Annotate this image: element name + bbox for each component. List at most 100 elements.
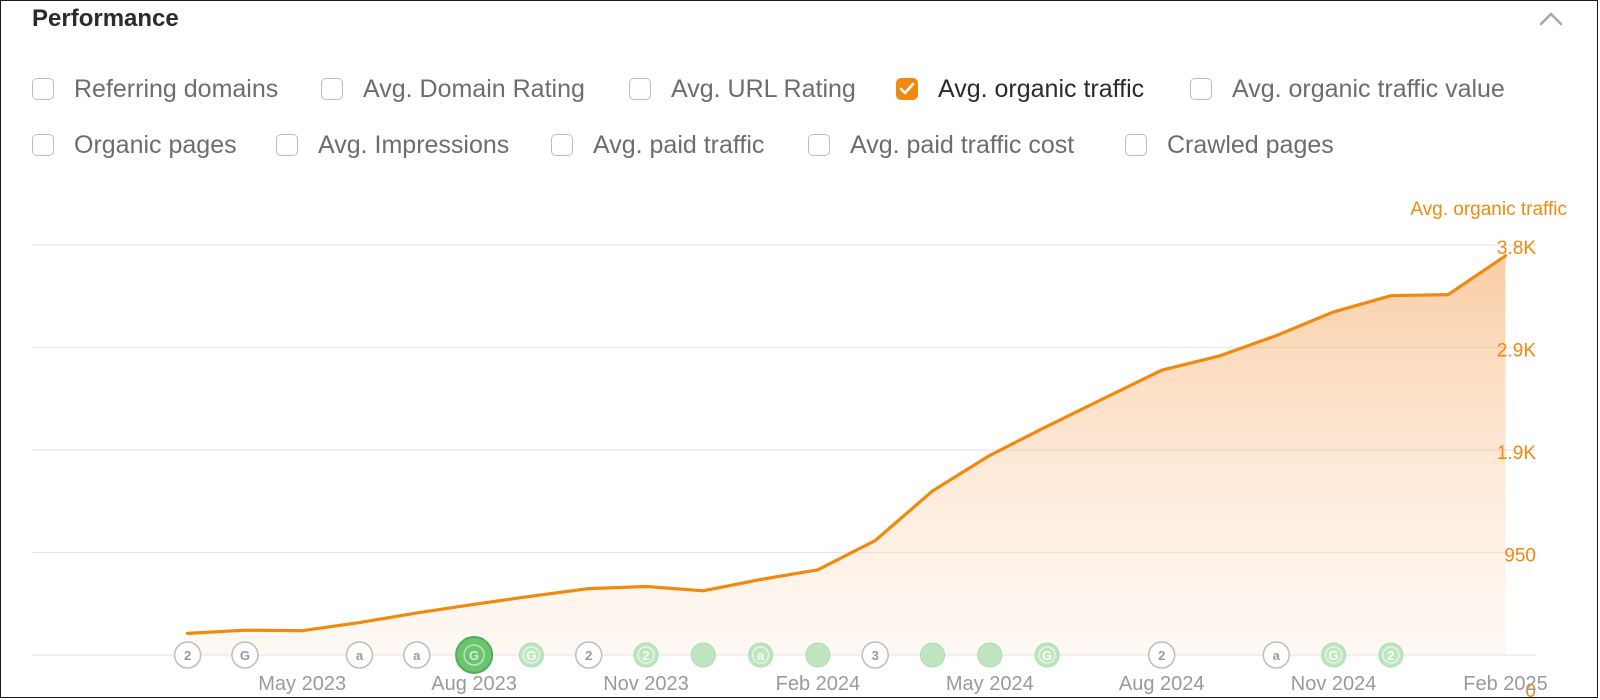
checkbox[interactable] <box>629 78 651 100</box>
annotation-marker: a <box>748 642 774 668</box>
marker-ring <box>463 644 485 666</box>
x-tick-label: Aug 2023 <box>431 673 517 695</box>
marker-label: G <box>469 648 479 663</box>
metric-organic-pages[interactable]: Organic pages <box>32 128 237 162</box>
annotation-marker: 2 <box>173 641 202 669</box>
marker-label: 2 <box>585 648 592 663</box>
annotation-marker: 2 <box>574 641 603 669</box>
metric-label: Avg. organic traffic value <box>1232 74 1505 103</box>
marker-label: 2 <box>1158 648 1165 663</box>
y-tick-label: 950 <box>1504 546 1536 567</box>
checkbox[interactable] <box>551 134 573 156</box>
checkbox-checked[interactable] <box>896 78 918 100</box>
x-tick-label: May 2023 <box>258 673 346 695</box>
y-tick-label: 2.9K <box>1497 341 1536 362</box>
annotation-marker: a <box>403 641 431 669</box>
annotation-marker: G <box>231 641 259 669</box>
metric-avg-paid-traffic-cost[interactable]: Avg. paid traffic cost <box>808 128 1074 162</box>
marker-circle <box>690 642 716 668</box>
metric-label: Avg. Domain Rating <box>363 74 585 103</box>
series-area <box>187 255 1506 656</box>
annotation-marker <box>977 642 1003 668</box>
checkbox[interactable] <box>32 78 54 100</box>
marker-label: G <box>1042 648 1052 663</box>
marker-label: 3 <box>872 648 879 663</box>
metric-label: Avg. paid traffic <box>593 130 765 159</box>
annotation-marker: 2 <box>1147 641 1176 669</box>
metric-label: Avg. URL Rating <box>671 74 856 103</box>
checkbox[interactable] <box>808 134 830 156</box>
marker-circle <box>920 642 945 668</box>
metric-avg-domain-rating[interactable]: Avg. Domain Rating <box>321 72 585 106</box>
annotation-marker <box>920 642 945 668</box>
x-tick-label: May 2024 <box>946 673 1034 695</box>
annotation-marker: a <box>1262 641 1291 669</box>
y-tick-label: 1.9K <box>1497 443 1536 464</box>
marker-circle <box>1147 641 1176 669</box>
metric-crawled-pages[interactable]: Crawled pages <box>1125 128 1334 162</box>
annotation-marker: G <box>1321 642 1347 668</box>
marker-circle <box>574 641 603 669</box>
marker-ring <box>637 646 655 664</box>
marker-label: a <box>1273 648 1281 663</box>
metric-avg-organic-traffic[interactable]: Avg. organic traffic <box>896 72 1144 106</box>
marker-ring <box>1038 646 1056 664</box>
marker-label: 2 <box>184 648 191 663</box>
marker-label: G <box>526 648 536 663</box>
series-line <box>186 254 1508 635</box>
panel-title: Performance <box>32 5 179 32</box>
annotation-marker: a <box>345 641 374 669</box>
marker-circle <box>173 641 202 669</box>
metric-avg-organic-traffic-value[interactable]: Avg. organic traffic value <box>1190 72 1505 106</box>
checkbox[interactable] <box>1190 78 1212 100</box>
x-tick-label: Feb 2024 <box>776 673 861 695</box>
metric-avg-impressions[interactable]: Avg. Impressions <box>276 128 509 162</box>
annotation-marker: 3 <box>861 641 889 669</box>
x-tick-label: Nov 2023 <box>603 673 689 695</box>
y-tick-label: 0 <box>1525 681 1536 700</box>
marker-label: a <box>757 648 765 663</box>
marker-ring <box>522 646 541 664</box>
metric-label: Organic pages <box>74 130 237 159</box>
chevron-up-icon[interactable] <box>1537 8 1565 28</box>
marker-label: G <box>240 648 250 663</box>
annotation-marker <box>690 642 716 668</box>
marker-label: 2 <box>642 648 649 663</box>
marker-circle <box>1262 641 1291 669</box>
y-tick-label: 3.8K <box>1497 238 1536 259</box>
x-tick-label: Feb 2025 <box>1463 673 1548 695</box>
metric-label: Referring domains <box>74 74 279 103</box>
metric-label: Avg. organic traffic <box>938 74 1145 103</box>
metric-label: Avg. Impressions <box>318 130 510 159</box>
metric-avg-url-rating[interactable]: Avg. URL Rating <box>629 72 856 106</box>
marker-circle <box>403 641 431 669</box>
marker-ring <box>1382 646 1400 664</box>
x-tick-label: Aug 2024 <box>1119 673 1205 695</box>
checkbox[interactable] <box>32 134 54 156</box>
marker-ring <box>751 646 770 664</box>
marker-label: 2 <box>1387 648 1394 663</box>
marker-label: G <box>1329 648 1339 663</box>
marker-circle <box>231 641 259 669</box>
metric-label: Avg. paid traffic cost <box>850 130 1075 159</box>
checkbox[interactable] <box>276 134 298 156</box>
annotation-marker: 2 <box>633 642 659 668</box>
checkbox[interactable] <box>1125 134 1147 156</box>
metric-label: Crawled pages <box>1167 130 1334 159</box>
marker-label: a <box>356 648 364 663</box>
series-title: Avg. organic traffic <box>1410 199 1567 220</box>
marker-ring <box>1324 646 1343 664</box>
marker-circle <box>455 636 494 674</box>
annotation-marker <box>805 642 831 668</box>
x-tick-label: Nov 2024 <box>1291 673 1377 695</box>
marker-circle <box>805 642 831 668</box>
marker-circle <box>977 642 1003 668</box>
metric-referring-domains[interactable]: Referring domains <box>32 72 278 106</box>
annotation-marker: G <box>455 636 494 674</box>
marker-circle <box>345 641 374 669</box>
metric-avg-paid-traffic[interactable]: Avg. paid traffic <box>551 128 764 162</box>
checkbox[interactable] <box>321 78 343 100</box>
annotation-marker: 2 <box>1378 642 1404 668</box>
